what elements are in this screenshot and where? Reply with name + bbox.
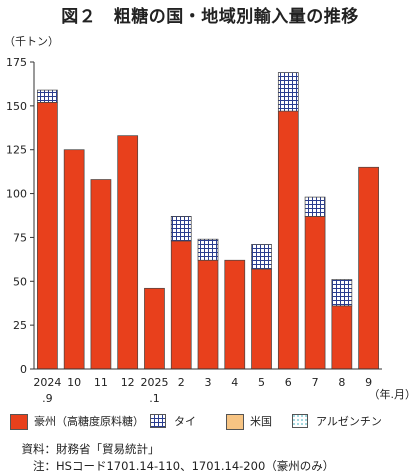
x-tick-sublabel: .9	[42, 392, 53, 405]
x-tick-label: 12	[121, 376, 135, 389]
x-tick-label: 11	[94, 376, 108, 389]
x-tick-label: 9	[365, 376, 372, 389]
legend-swatch-usa	[226, 414, 244, 430]
y-axis: 0 25 50 75 100 125 150 175	[6, 56, 35, 376]
bar-segment-thailand-6	[197, 238, 219, 261]
bar-segment-australia-9	[277, 110, 299, 370]
x-tick-label: 3	[205, 376, 212, 389]
x-tick-label: 7	[312, 376, 319, 389]
source-text: 財務省「貿易統計」	[56, 442, 160, 456]
bar-segment-thailand-10	[304, 196, 326, 217]
bar-segment-australia-6	[197, 259, 219, 370]
y-tick-label: 175	[6, 56, 27, 69]
x-tick-label: 2024	[33, 376, 61, 389]
bar-segment-australia-2	[90, 179, 112, 370]
y-tick-label: 125	[6, 144, 27, 157]
bar-segment-australia-8	[251, 268, 272, 370]
y-tick-label: 100	[6, 188, 27, 201]
y-tick-label: 0	[20, 363, 27, 376]
legend-label-australia: 豪州（高糖度原料糖）	[34, 415, 144, 428]
y-tick-label: 25	[13, 319, 27, 332]
legend-swatch-thailand	[150, 414, 166, 428]
y-tick-label: 150	[6, 100, 27, 113]
x-tick-label: 2	[178, 376, 185, 389]
x-tick-label: 2025	[140, 376, 168, 389]
y-tick-label: 75	[13, 231, 27, 244]
y-axis-unit-label: （千トン）	[4, 35, 59, 48]
x-tick-label: 5	[258, 376, 265, 389]
x-tick-label: 4	[231, 376, 238, 389]
legend-swatch-argentina	[292, 414, 308, 428]
bar-segment-thailand-9	[277, 72, 299, 112]
bar-segment-australia-4	[144, 287, 165, 370]
bar-series-group	[37, 72, 379, 370]
bar-segment-australia-7	[224, 259, 246, 370]
bar-segment-australia-10	[304, 216, 326, 370]
bar-segment-australia-0	[37, 101, 58, 370]
x-axis-unit-label: （年.月）	[369, 387, 417, 401]
x-tick-sublabel: .1	[149, 392, 160, 405]
footnote: 注：HSコード1701.14-110、1701.14-200（豪州のみ）	[4, 458, 334, 474]
bar-segment-australia-3	[117, 135, 139, 370]
legend-swatch-australia	[10, 414, 28, 430]
bar-segment-thailand-5	[170, 216, 192, 242]
bar-segment-thailand-11	[331, 279, 353, 307]
y-tick-label: 50	[13, 275, 27, 288]
bar-segment-australia-5	[170, 240, 192, 370]
chart-title: 図２ 粗糖の国・地域別輸入量の推移	[61, 7, 359, 27]
x-tick-label: 6	[285, 376, 292, 389]
x-axis: 2024 .9 10 11 12 2025 .1 2 3 4 5 6 7 8 9	[33, 368, 382, 405]
x-tick-label: 10	[67, 376, 81, 389]
footnote-prefix: 注：	[33, 459, 56, 473]
bar-segment-australia-12	[358, 166, 379, 370]
bar-segment-thailand-0	[37, 89, 58, 103]
bar-segment-australia-11	[331, 305, 353, 370]
source-note: 資料：財務省「貿易統計」	[4, 441, 160, 457]
legend-label-argentina: アルゼンチン	[316, 415, 382, 428]
bar-segment-thailand-8	[251, 244, 272, 270]
x-tick-label: 8	[338, 376, 345, 389]
legend-label-usa: 米国	[250, 415, 272, 428]
chart-legend: 豪州（高糖度原料糖） タイ 米国 アルゼンチン	[10, 412, 420, 434]
bar-segment-australia-1	[63, 149, 85, 370]
legend-label-thailand: タイ	[174, 415, 196, 428]
source-prefix: 資料：	[21, 442, 57, 456]
footnote-text: HSコード1701.14-110、1701.14-200（豪州のみ）	[56, 459, 335, 473]
